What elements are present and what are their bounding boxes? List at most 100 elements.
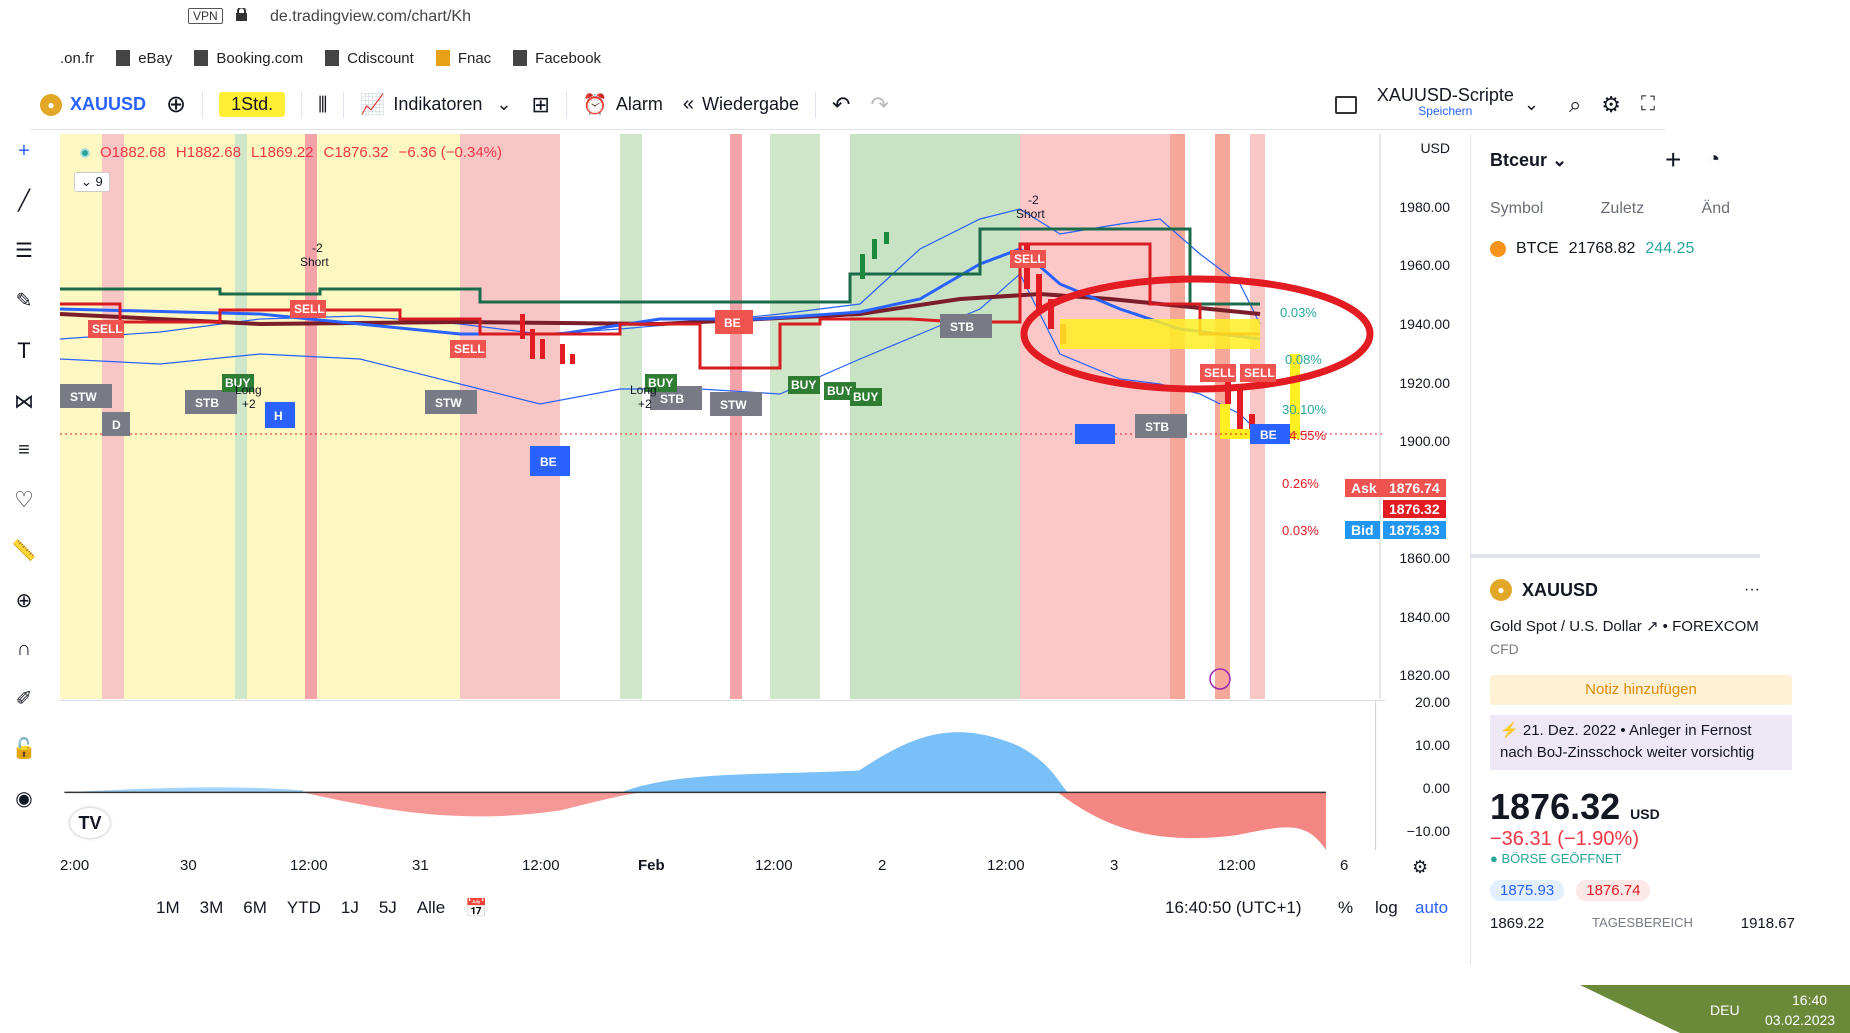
stw-marker[interactable]: STW: [60, 384, 112, 408]
price-axis[interactable]: USD 1980.00 1960.00 1940.00 1920.00 1900…: [1345, 134, 1460, 854]
be-marker[interactable]: BE: [1250, 424, 1290, 444]
magnet-tool[interactable]: ∩: [9, 638, 39, 661]
prediction-tool[interactable]: ≡: [9, 439, 39, 462]
bookmark[interactable]: Booking.com: [194, 46, 303, 70]
zoom-tool[interactable]: ⊕: [9, 588, 39, 613]
lightning-icon[interactable]: [1209, 668, 1231, 690]
time-axis[interactable]: 2:00 30 12:00 31 12:00 Feb 12:00 2 12:00…: [60, 852, 1460, 882]
percent-toggle[interactable]: %: [1338, 898, 1354, 917]
bookmark[interactable]: Fnac: [435, 46, 491, 70]
templates-button[interactable]: ⊞: [521, 87, 559, 123]
indicators-button[interactable]: 📈 Indikatoren ⌄: [350, 87, 521, 123]
sell-marker[interactable]: SELL: [450, 340, 486, 358]
price-chart[interactable]: 0.03% 0.08% 30.10% 64.55% 0.26% 0.03% SE…: [60, 134, 1385, 699]
h-marker[interactable]: H: [265, 402, 295, 428]
range-all[interactable]: Alle: [416, 898, 446, 917]
be-marker[interactable]: BE: [715, 310, 753, 334]
indicator-collapse-button[interactable]: ⌄ 9: [74, 172, 110, 192]
log-toggle[interactable]: log: [1375, 898, 1398, 917]
stb-marker[interactable]: STB: [185, 390, 237, 414]
buy-marker[interactable]: BUY: [850, 388, 882, 406]
interval-button[interactable]: 1Std.: [209, 87, 295, 123]
chart-type-button[interactable]: ⫴: [308, 87, 337, 123]
buy-marker[interactable]: BUY: [824, 382, 856, 400]
range-ytd[interactable]: YTD: [286, 898, 321, 917]
favorites-tool[interactable]: ♡: [9, 487, 39, 513]
brush-tool[interactable]: ✎: [9, 288, 39, 313]
sell-marker[interactable]: SELL: [1010, 250, 1046, 268]
watchlist-title[interactable]: Btceur ⌄: [1490, 150, 1567, 171]
stw-marker[interactable]: STW: [425, 390, 477, 414]
gear-icon[interactable]: ⚙: [1412, 857, 1429, 877]
sell-marker[interactable]: SELL: [1200, 364, 1236, 382]
lock-drawing-tool[interactable]: ✐: [9, 686, 39, 711]
tradingview-logo-icon[interactable]: TV: [70, 808, 110, 838]
hide-tool[interactable]: ◉: [9, 786, 39, 811]
ruler-tool[interactable]: 📏: [9, 538, 39, 563]
sell-marker[interactable]: SELL: [1240, 364, 1276, 382]
col-last[interactable]: Zuletz: [1600, 200, 1645, 217]
panel-splitter[interactable]: [1470, 554, 1760, 558]
news-item[interactable]: ⚡ 21. Dez. 2022 • Anleger in Fernost nac…: [1490, 715, 1792, 770]
script-selector[interactable]: XAUUSD-Scripte Speichern: [1367, 86, 1524, 123]
pattern-tool[interactable]: ⋈: [9, 389, 39, 414]
add-note-button[interactable]: Notiz hinzufügen: [1490, 675, 1792, 705]
undo-button[interactable]: ↶: [822, 87, 860, 123]
col-symbol[interactable]: Symbol: [1490, 200, 1544, 217]
trendline-tool[interactable]: ╱: [9, 188, 39, 213]
alert-button[interactable]: ⏰ Alarm: [573, 87, 673, 123]
oscillator-pane[interactable]: [60, 700, 1385, 850]
sell-marker[interactable]: SELL: [88, 320, 124, 338]
h-label: H: [274, 409, 283, 423]
settings-button[interactable]: ⚙: [1591, 87, 1631, 123]
replay-button[interactable]: « Wiedergabe: [673, 87, 809, 123]
buy-marker[interactable]: BUY: [788, 376, 820, 394]
magnet-icon: ∩: [16, 638, 32, 660]
language-indicator[interactable]: DEU: [1710, 1002, 1740, 1018]
clock-icon[interactable]: ◔: [1707, 146, 1721, 171]
add-symbol-icon[interactable]: +: [1665, 144, 1682, 175]
bookmark[interactable]: eBay: [116, 46, 172, 70]
buy-marker[interactable]: BUY: [222, 374, 254, 392]
range-6m[interactable]: 6M: [243, 898, 267, 917]
bookmark[interactable]: Cdiscount: [325, 46, 414, 70]
blue-marker[interactable]: [1075, 424, 1115, 444]
url-bar[interactable]: de.tradingview.com/chart/Kh: [270, 8, 471, 25]
lock-tool[interactable]: 🔓: [9, 736, 39, 761]
be-marker[interactable]: BE: [530, 446, 570, 476]
d-marker[interactable]: D: [102, 412, 130, 436]
bookmark[interactable]: Facebook: [513, 46, 601, 70]
range-1m[interactable]: 1M: [156, 898, 180, 917]
buy-marker[interactable]: BUY: [645, 374, 677, 392]
calendar-icon[interactable]: 📅: [465, 897, 488, 918]
range-1y[interactable]: 1J: [340, 898, 359, 917]
stb-marker[interactable]: STB: [1135, 414, 1187, 438]
bookmark[interactable]: .on.fr: [60, 46, 94, 70]
col-change[interactable]: Änd: [1701, 200, 1730, 217]
taskbar-time[interactable]: 16:40: [1792, 992, 1827, 1008]
crosshair-tool[interactable]: +: [9, 140, 39, 163]
chart-clock[interactable]: 16:40:50 (UTC+1): [1165, 898, 1302, 917]
stb-marker[interactable]: STB: [940, 314, 992, 338]
range-5y[interactable]: 5J: [378, 898, 397, 917]
more-icon[interactable]: ···: [1744, 581, 1760, 598]
compare-button[interactable]: ⊕: [156, 87, 196, 123]
stw-marker[interactable]: STW: [710, 392, 762, 416]
fullscreen-button[interactable]: ⛶: [1631, 87, 1665, 123]
fib-tool[interactable]: ☰: [9, 238, 39, 263]
search-button[interactable]: ⌕: [1559, 87, 1591, 123]
chevron-down-icon[interactable]: ⌄: [1523, 94, 1539, 114]
sell-marker[interactable]: SELL: [290, 300, 326, 318]
exchange-name[interactable]: FOREXCOM: [1672, 618, 1759, 635]
redo-button[interactable]: ↷: [860, 87, 898, 123]
vpn-badge[interactable]: VPN: [188, 8, 223, 24]
watchlist-row[interactable]: BTCE 21768.82 244.25: [1490, 240, 1740, 258]
layout-button[interactable]: [1325, 87, 1367, 123]
taskbar-date[interactable]: 03.02.2023: [1765, 1012, 1835, 1028]
currency-label[interactable]: USD: [1420, 140, 1450, 156]
symbol-search-button[interactable]: ● XAUUSD: [30, 87, 156, 123]
text-tool[interactable]: T: [9, 338, 39, 364]
auto-toggle[interactable]: auto: [1415, 898, 1449, 917]
range-3m[interactable]: 3M: [199, 898, 224, 917]
external-link-icon[interactable]: ↗: [1645, 618, 1659, 635]
